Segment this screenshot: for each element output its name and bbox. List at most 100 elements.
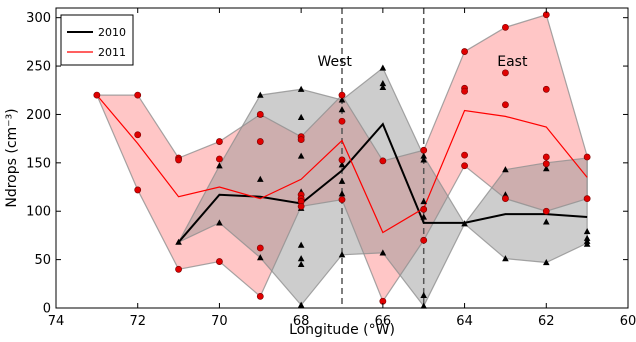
point-2010 <box>583 240 591 247</box>
y-tick-label: 300 <box>26 11 51 26</box>
point-2010 <box>256 91 264 98</box>
point-2010 <box>420 291 428 299</box>
point-2011 <box>542 160 550 168</box>
point-2010 <box>379 64 387 71</box>
point-2010 <box>420 213 428 220</box>
point-2010 <box>297 152 305 159</box>
point-2010 <box>216 162 223 169</box>
x-axis-label: Longitude (°W) <box>289 322 395 338</box>
y-tick-label: 0 <box>43 302 51 317</box>
legend-label-2011: 2011 <box>98 46 126 59</box>
annotation-east: East <box>497 54 528 70</box>
point-2011 <box>461 162 468 170</box>
point-2010 <box>338 177 346 184</box>
point-2011 <box>216 138 223 145</box>
point-2011 <box>502 23 509 31</box>
point-2011 <box>134 186 142 194</box>
point-2011 <box>461 87 468 95</box>
x-tick-label: 64 <box>456 314 473 329</box>
x-tick-label: 60 <box>620 314 636 329</box>
lines-layer <box>96 94 588 243</box>
point-2010 <box>297 241 305 248</box>
point-2011 <box>542 85 550 93</box>
x-tick-label: 70 <box>211 314 228 329</box>
point-2010 <box>297 255 305 262</box>
plot-frame <box>55 7 629 309</box>
point-2010 <box>420 302 428 309</box>
point-2010 <box>461 220 468 227</box>
x-tick-label: 74 <box>48 314 65 329</box>
point-2011 <box>338 117 346 125</box>
point-2010 <box>256 254 264 261</box>
y-tick-label: 150 <box>26 156 51 171</box>
y-axis-label: Ndrops (cm⁻³) <box>4 108 20 207</box>
point-2011 <box>256 244 264 252</box>
point-2010 <box>502 166 509 173</box>
point-2011 <box>175 156 182 164</box>
point-2011 <box>583 153 591 161</box>
point-2010 <box>542 259 550 266</box>
point-2011 <box>420 205 428 213</box>
point-2010 <box>297 260 305 268</box>
point-2010 <box>379 79 387 87</box>
point-2011 <box>216 155 223 163</box>
point-2011 <box>134 131 142 139</box>
y-tick-label: 50 <box>34 253 51 268</box>
point-2010 <box>502 255 509 262</box>
points-layer <box>93 11 591 309</box>
point-2010 <box>420 156 428 163</box>
point-2011 <box>379 157 387 165</box>
point-2011 <box>338 156 346 164</box>
point-2011 <box>420 146 428 154</box>
point-2010 <box>338 190 346 197</box>
point-2010 <box>338 251 346 258</box>
point-2011 <box>502 195 509 203</box>
legend: 2010 2011 <box>60 14 134 66</box>
mean-line-2011 <box>96 94 588 234</box>
point-2011 <box>420 236 428 244</box>
x-tick-label: 72 <box>129 314 146 329</box>
point-2011 <box>297 136 305 144</box>
point-2010 <box>420 152 428 159</box>
point-2011 <box>461 48 468 55</box>
point-2010 <box>256 175 264 182</box>
point-2010 <box>379 249 387 256</box>
point-2011 <box>297 202 305 210</box>
point-2010 <box>542 165 550 172</box>
point-2010 <box>583 228 591 235</box>
point-2010 <box>542 218 550 225</box>
point-2011 <box>338 196 346 204</box>
point-2011 <box>542 153 550 161</box>
mean-line-2010 <box>177 122 588 243</box>
point-2011 <box>256 111 264 118</box>
x-tick-label: 68 <box>293 314 310 329</box>
y-tick-label: 250 <box>26 60 51 75</box>
annotations-layer: West East <box>317 54 527 70</box>
x-tick-label: 66 <box>375 314 392 329</box>
point-2010 <box>338 161 346 168</box>
x-tick-label: 62 <box>538 314 555 329</box>
point-2011 <box>134 91 142 99</box>
point-2010 <box>297 85 305 92</box>
point-2010 <box>338 96 346 103</box>
point-2011 <box>583 195 591 203</box>
point-2011 <box>216 258 223 265</box>
point-2011 <box>502 69 509 77</box>
annotation-west: West <box>317 54 352 70</box>
point-2011 <box>338 91 346 99</box>
point-2010 <box>175 238 182 245</box>
point-2010 <box>338 106 346 113</box>
point-2011 <box>256 138 264 145</box>
point-2010 <box>379 83 387 90</box>
point-2010 <box>297 113 305 120</box>
point-2010 <box>420 198 428 205</box>
legend-label-2010: 2010 <box>98 26 126 39</box>
ticks-layer: 74 72 70 68 66 64 62 60 0 50 100 150 200 250 300 <box>26 8 636 329</box>
point-2011 <box>461 151 468 159</box>
point-2010 <box>216 219 223 226</box>
y-tick-label: 100 <box>26 205 51 220</box>
point-2011 <box>93 91 101 99</box>
point-2011 <box>256 292 264 300</box>
point-2011 <box>542 207 550 215</box>
